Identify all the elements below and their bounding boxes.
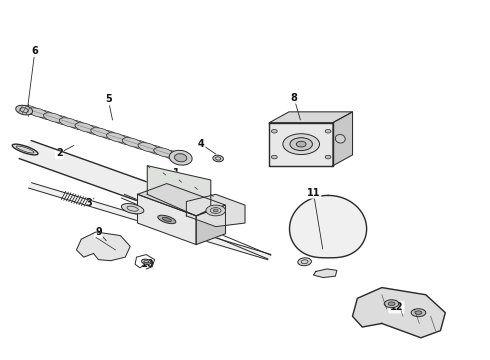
Ellipse shape [75,123,95,132]
Ellipse shape [130,140,150,150]
Polygon shape [19,140,221,227]
Ellipse shape [28,108,48,117]
Text: 7: 7 [202,218,209,228]
Ellipse shape [154,148,174,157]
Ellipse shape [20,105,40,115]
Ellipse shape [51,115,72,125]
Ellipse shape [203,213,228,223]
Ellipse shape [67,120,87,130]
Ellipse shape [44,113,64,122]
Ellipse shape [271,155,277,159]
Ellipse shape [335,135,345,143]
Text: 5: 5 [105,94,112,104]
Ellipse shape [388,302,395,306]
Ellipse shape [162,217,171,221]
Ellipse shape [271,130,277,133]
Ellipse shape [158,215,176,224]
Text: 11: 11 [307,188,320,198]
Polygon shape [352,288,445,338]
Ellipse shape [206,205,225,216]
Polygon shape [28,183,271,260]
Polygon shape [147,166,211,216]
Ellipse shape [296,141,306,147]
Polygon shape [270,123,333,166]
Text: 1: 1 [173,168,180,178]
Ellipse shape [283,134,319,154]
Ellipse shape [411,309,426,317]
Ellipse shape [114,135,135,145]
Ellipse shape [162,150,182,160]
Ellipse shape [98,130,119,140]
Polygon shape [290,195,367,258]
Ellipse shape [142,259,151,265]
Text: 4: 4 [197,139,204,149]
Ellipse shape [138,143,158,152]
Polygon shape [186,194,245,226]
Ellipse shape [325,130,331,133]
Ellipse shape [384,300,399,308]
Text: 2: 2 [56,148,63,158]
Polygon shape [76,232,130,261]
Text: 3: 3 [85,198,92,208]
Polygon shape [333,112,352,166]
Ellipse shape [16,105,32,115]
Polygon shape [138,184,225,216]
Ellipse shape [91,128,111,137]
Ellipse shape [12,144,38,155]
Text: 10: 10 [141,259,154,269]
Ellipse shape [298,258,312,266]
Text: 6: 6 [31,46,38,56]
Ellipse shape [169,150,192,165]
Polygon shape [270,112,352,123]
Ellipse shape [325,155,331,159]
Ellipse shape [36,110,56,120]
Polygon shape [138,194,196,244]
Ellipse shape [146,145,166,155]
Polygon shape [196,205,225,244]
Ellipse shape [290,138,313,150]
Ellipse shape [83,125,103,135]
Ellipse shape [106,133,127,142]
Ellipse shape [174,154,187,162]
Polygon shape [314,269,337,278]
Ellipse shape [122,203,144,214]
Text: 9: 9 [95,227,102,237]
Ellipse shape [213,209,218,212]
Ellipse shape [213,155,223,162]
Ellipse shape [415,311,422,315]
Ellipse shape [122,138,143,147]
Ellipse shape [59,118,79,127]
Text: 8: 8 [291,93,297,103]
Text: 12: 12 [390,302,403,312]
